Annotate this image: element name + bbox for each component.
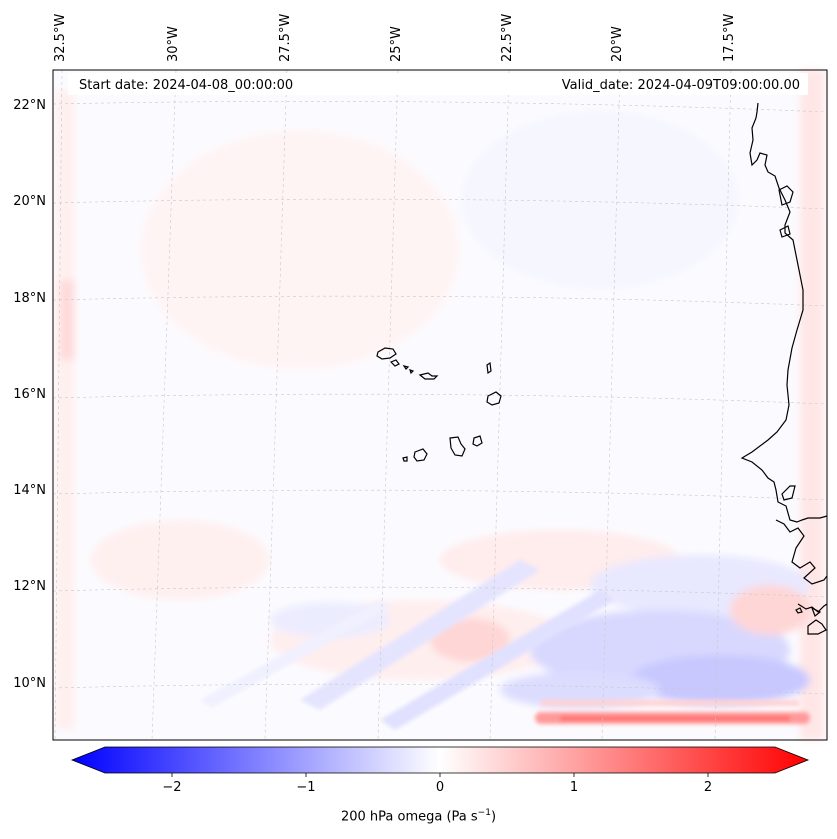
colorbar-label-exponent: −1 <box>477 808 491 818</box>
gridlines <box>52 69 828 741</box>
lat-label-20n: 20°N <box>13 194 46 209</box>
start-date-label: Start date: 2024-04-08_00:00:00 <box>79 78 294 93</box>
map-frame <box>52 69 828 741</box>
colorbar-ticks <box>171 773 709 777</box>
colorbar-tick-label: −2 <box>162 780 182 795</box>
omega-streaks <box>200 560 810 730</box>
colorbar-tick-label: 1 <box>569 780 579 795</box>
colorbar-tick-label: −1 <box>296 780 316 795</box>
colorbar-label-text: 200 hPa omega (Pa s <box>340 809 478 825</box>
valid-date-label: Valid_date: 2024-04-09T09:00:00.00 <box>561 78 800 93</box>
cape-verde-islands <box>376 347 502 462</box>
africa-coastline <box>740 102 828 635</box>
lat-label-10n: 10°N <box>13 676 46 691</box>
lat-label-14n: 14°N <box>13 483 46 498</box>
colorbar-tick-label: 0 <box>435 780 445 795</box>
lat-label-22n: 22°N <box>13 98 46 113</box>
colorbar-label: 200 hPa omega (Pa s−1) <box>0 808 837 824</box>
lat-label-12n: 12°N <box>13 579 46 594</box>
colorbar <box>70 746 810 777</box>
colorbar-label-end: ) <box>490 809 497 825</box>
colorbar-tick-label: 2 <box>703 780 713 795</box>
date-banner <box>68 73 808 95</box>
omega-field-patches <box>55 70 824 740</box>
lat-label-16n: 16°N <box>13 387 46 402</box>
lat-label-18n: 18°N <box>13 291 46 306</box>
